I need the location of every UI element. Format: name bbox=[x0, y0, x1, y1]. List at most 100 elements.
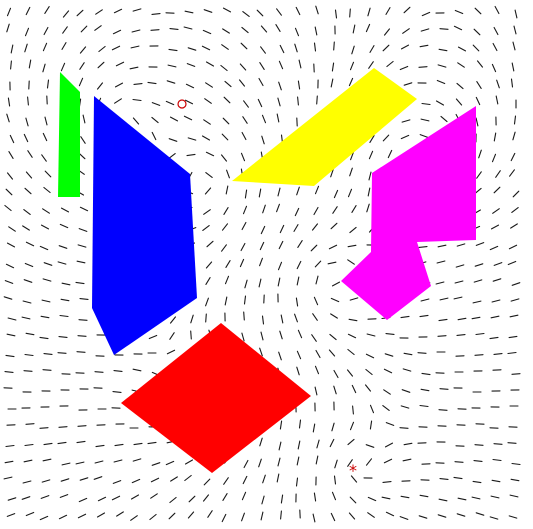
field-vector bbox=[79, 62, 85, 70]
field-vector bbox=[43, 353, 53, 355]
red-rhombus-piece[interactable] bbox=[121, 323, 311, 473]
field-vector bbox=[203, 119, 211, 125]
field-vector bbox=[79, 477, 89, 481]
field-vector bbox=[277, 187, 281, 197]
field-vector bbox=[329, 333, 337, 341]
field-vector bbox=[77, 513, 87, 519]
field-vector bbox=[21, 316, 31, 320]
field-vector bbox=[403, 442, 413, 446]
field-vector bbox=[240, 242, 246, 252]
field-vector bbox=[385, 422, 395, 426]
field-vector bbox=[76, 260, 86, 264]
field-vector bbox=[476, 60, 484, 68]
field-vector bbox=[42, 132, 48, 142]
field-vector bbox=[489, 336, 499, 340]
yellow-parallelogram-piece[interactable] bbox=[232, 68, 417, 186]
field-vector bbox=[296, 260, 302, 270]
field-vector bbox=[295, 297, 299, 307]
field-vector bbox=[510, 152, 516, 162]
field-vector bbox=[297, 240, 303, 248]
field-vector bbox=[133, 442, 143, 446]
field-vector bbox=[113, 370, 123, 372]
field-vector bbox=[6, 513, 16, 517]
field-vector bbox=[382, 44, 390, 52]
field-vector bbox=[439, 478, 449, 480]
field-vector bbox=[184, 10, 194, 14]
field-vector bbox=[418, 515, 428, 519]
field-vector bbox=[385, 333, 395, 335]
field-vector bbox=[313, 296, 319, 306]
field-vector bbox=[150, 493, 158, 499]
field-vector bbox=[314, 26, 318, 36]
field-vector bbox=[330, 297, 340, 303]
field-vector bbox=[365, 23, 371, 33]
field-vector bbox=[80, 25, 88, 33]
field-vector bbox=[476, 171, 482, 179]
field-vector bbox=[7, 497, 17, 501]
field-vector bbox=[7, 317, 17, 321]
field-vector bbox=[130, 45, 140, 49]
field-vector bbox=[367, 187, 371, 197]
field-vector bbox=[383, 28, 391, 36]
field-vector bbox=[187, 137, 197, 141]
field-vector bbox=[3, 476, 13, 480]
field-vector bbox=[514, 9, 518, 19]
field-vector bbox=[456, 82, 464, 90]
field-vector bbox=[349, 167, 353, 177]
field-vector bbox=[294, 207, 300, 217]
field-vector bbox=[276, 8, 282, 16]
field-vector bbox=[188, 495, 196, 503]
field-vector bbox=[471, 496, 481, 500]
field-vector bbox=[241, 332, 245, 342]
field-vector bbox=[241, 512, 245, 522]
field-vector bbox=[438, 409, 448, 411]
green-strip-piece[interactable] bbox=[58, 72, 80, 197]
field-vector bbox=[331, 281, 341, 287]
magenta-polygon-piece[interactable] bbox=[341, 106, 476, 320]
field-vector bbox=[368, 171, 372, 181]
field-vector bbox=[328, 349, 336, 357]
field-vector bbox=[437, 335, 447, 337]
field-vector bbox=[205, 61, 215, 67]
field-vector bbox=[96, 512, 106, 518]
field-vector bbox=[25, 117, 29, 127]
field-vector bbox=[436, 79, 446, 85]
field-vector bbox=[60, 298, 70, 302]
field-vector bbox=[475, 332, 485, 336]
field-vector bbox=[368, 150, 374, 160]
field-vector bbox=[512, 131, 516, 141]
field-vector bbox=[455, 98, 463, 106]
field-vector bbox=[205, 297, 209, 307]
field-vector bbox=[313, 206, 319, 216]
field-vector bbox=[170, 476, 178, 482]
field-vector bbox=[512, 190, 520, 198]
field-vector bbox=[151, 462, 161, 466]
field-vector bbox=[513, 25, 517, 35]
field-vector bbox=[369, 404, 375, 414]
field-vector bbox=[190, 314, 194, 324]
field-vector bbox=[169, 116, 179, 122]
field-vector bbox=[439, 388, 449, 390]
field-vector bbox=[22, 225, 30, 231]
field-vector bbox=[183, 26, 193, 30]
field-vector bbox=[507, 351, 517, 355]
field-vector bbox=[27, 96, 29, 106]
field-vector bbox=[21, 496, 31, 500]
field-vector bbox=[310, 244, 318, 252]
field-vector bbox=[205, 261, 213, 269]
field-vector bbox=[261, 495, 265, 505]
field-vector bbox=[474, 263, 484, 267]
field-vector bbox=[509, 314, 519, 318]
field-vector bbox=[495, 95, 499, 105]
field-vector bbox=[183, 115, 193, 121]
field-vector bbox=[24, 353, 34, 357]
field-vector bbox=[421, 372, 431, 376]
field-vector bbox=[490, 315, 500, 319]
field-vector bbox=[369, 135, 375, 143]
field-vector bbox=[276, 473, 280, 483]
field-vector bbox=[296, 350, 302, 360]
field-vector bbox=[347, 438, 355, 446]
blue-polygon-piece[interactable] bbox=[92, 96, 197, 355]
